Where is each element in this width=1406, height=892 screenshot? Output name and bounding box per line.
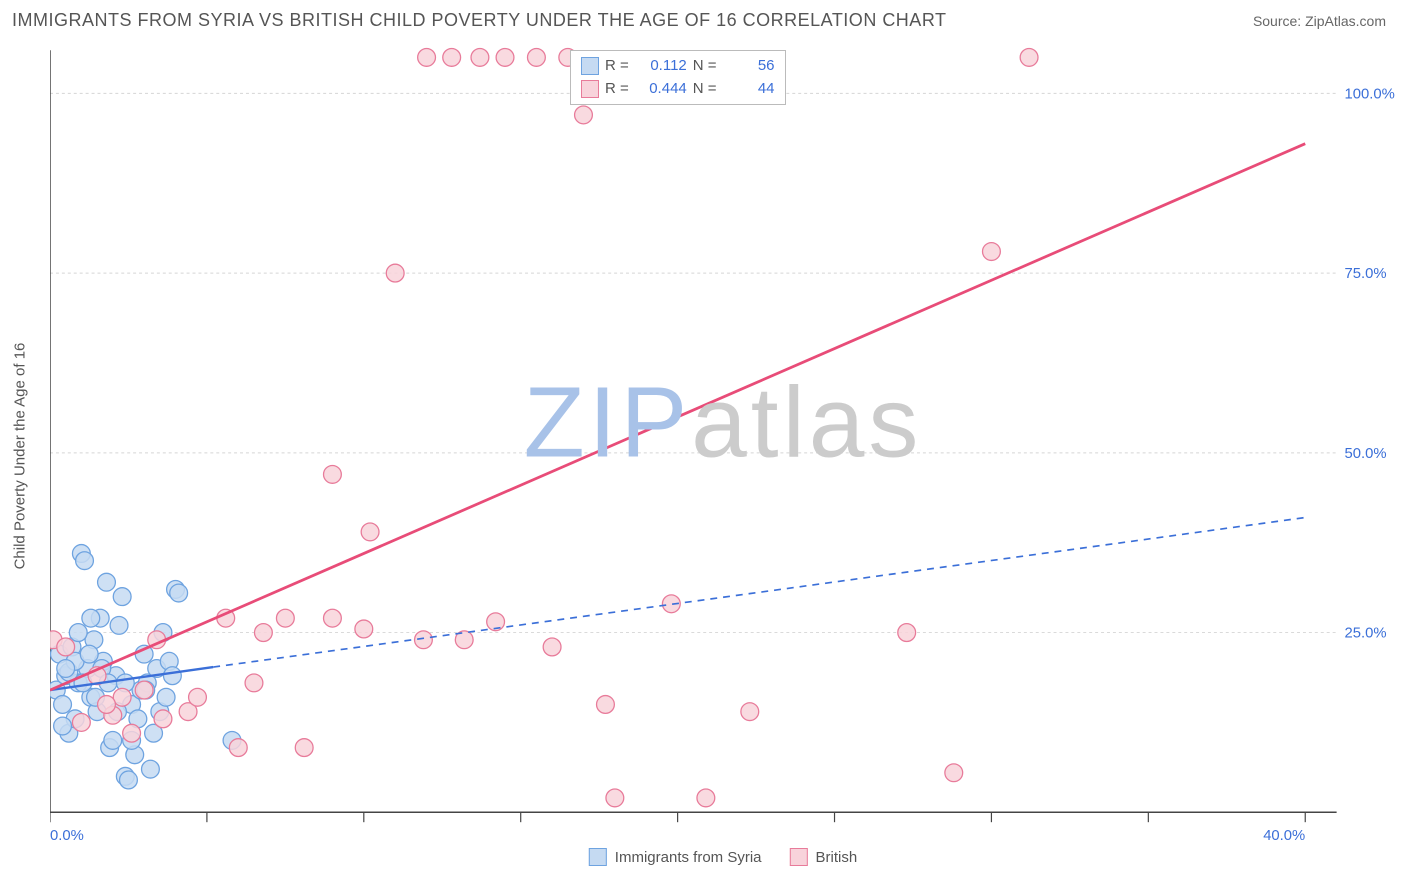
svg-text:50.0%: 50.0% bbox=[1345, 446, 1387, 462]
legend-item: Immigrants from Syria bbox=[589, 848, 762, 866]
legend-item: British bbox=[790, 848, 858, 866]
bottom-legend: Immigrants from Syria British bbox=[589, 848, 857, 866]
stats-row: R =0.444 N =44 bbox=[581, 78, 775, 101]
svg-text:25.0%: 25.0% bbox=[1345, 626, 1387, 642]
svg-text:75.0%: 75.0% bbox=[1345, 266, 1387, 282]
legend-swatch bbox=[581, 57, 599, 75]
svg-text:100.0%: 100.0% bbox=[1345, 86, 1395, 102]
svg-text:40.0%: 40.0% bbox=[1263, 828, 1305, 844]
scatter-plot: 0.0% 40.0% 25.0% 50.0% 75.0% 100.0% bbox=[50, 46, 1396, 866]
svg-text:0.0%: 0.0% bbox=[50, 828, 84, 844]
legend-label: British bbox=[816, 849, 858, 866]
stats-legend-box: R =0.112 N =56R =0.444 N =44 bbox=[570, 50, 786, 105]
legend-swatch bbox=[581, 80, 599, 98]
y-axis-label: Child Poverty Under the Age of 16 bbox=[12, 343, 29, 570]
legend-label: Immigrants from Syria bbox=[615, 849, 762, 866]
chart-container: Child Poverty Under the Age of 16 0.0%40… bbox=[50, 46, 1396, 866]
stats-row: R =0.112 N =56 bbox=[581, 55, 775, 78]
legend-swatch bbox=[589, 848, 607, 866]
chart-title: IMMIGRANTS FROM SYRIA VS BRITISH CHILD P… bbox=[12, 10, 947, 31]
legend-swatch bbox=[790, 848, 808, 866]
source-credit: Source: ZipAtlas.com bbox=[1253, 13, 1386, 29]
